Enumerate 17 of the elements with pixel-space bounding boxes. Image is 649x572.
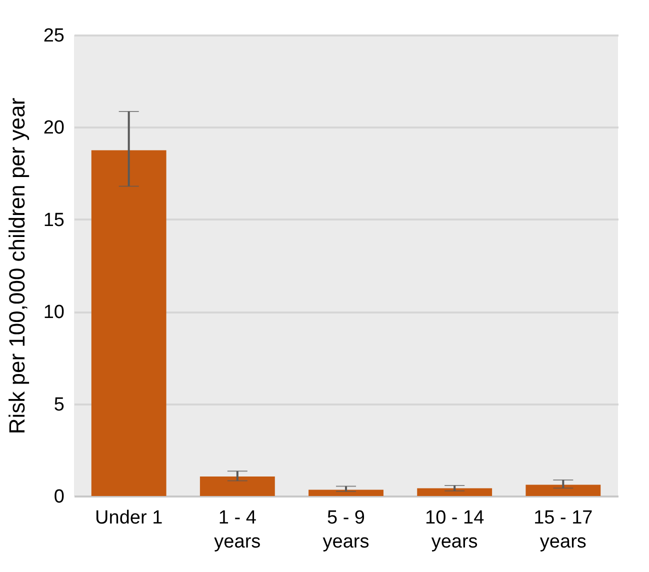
x-tick-label: Under 1 xyxy=(95,508,163,528)
y-tick-label: 15 xyxy=(43,210,64,231)
bar xyxy=(200,476,275,496)
y-tick-label: 5 xyxy=(54,394,64,416)
x-tick-label: 15 - 17 years xyxy=(534,508,593,552)
y-tick-label: 0 xyxy=(54,486,64,508)
bar xyxy=(417,488,492,496)
y-tick-label: 10 xyxy=(43,302,64,324)
x-tick-label: 10 - 14 years xyxy=(425,508,485,552)
bar xyxy=(308,490,384,496)
y-tick-label: 25 xyxy=(43,26,64,46)
y-tick-label: 20 xyxy=(43,118,64,139)
x-tick-label: 1 - 4 years xyxy=(214,508,261,552)
x-tick-label: 5 - 9 years xyxy=(322,508,370,552)
y-axis-title: Risk per 100,000 children per year xyxy=(4,98,30,434)
bar xyxy=(91,150,166,496)
bar xyxy=(526,484,601,496)
